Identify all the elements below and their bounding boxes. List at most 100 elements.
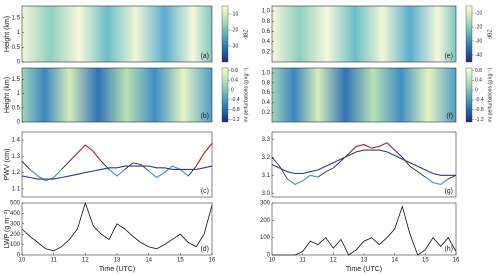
y-axis-label: PWV (cm): [4, 149, 11, 181]
plot-bg: [272, 132, 456, 197]
x-tick-label: 13: [361, 258, 368, 264]
colorbar: [221, 67, 229, 123]
heatmap: [272, 6, 456, 62]
panel-label: (f): [446, 113, 453, 120]
y-tick-label: 0: [17, 60, 21, 66]
series-line: [21, 165, 213, 180]
colorbar-label: dBZ: [243, 29, 249, 38]
y-tick-label: 3.1: [262, 173, 271, 179]
heatmap: [22, 68, 212, 122]
plot-bg: [272, 203, 456, 255]
colorbar-tick-label: -0.8: [475, 107, 484, 113]
colorbar-tick-label: 0.8: [231, 68, 238, 74]
colorbar-tick-label: -1.2: [231, 117, 240, 123]
y-tick-label: 400: [10, 211, 21, 217]
colorbar-tick-label: -10: [231, 11, 238, 17]
x-tick-label: 16: [209, 258, 216, 264]
y-tick-label: 1.1: [12, 186, 21, 192]
colorbar-tick-label: -30: [231, 43, 238, 49]
x-axis-label: Time (UTC): [346, 266, 382, 273]
y-tick-label: 0: [267, 253, 271, 259]
y-tick-label: 300: [260, 201, 271, 207]
y-tick-label: 200: [260, 218, 271, 224]
x-tick-label: 14: [391, 258, 398, 264]
colorbar: [465, 5, 473, 63]
y-tick-label: 1.4: [12, 138, 21, 144]
x-tick-label: 14: [145, 258, 152, 264]
colorbar-label: dBZ: [487, 29, 493, 38]
colorbar-tick-label: -20: [231, 27, 238, 33]
y-tick-label: 1.5: [12, 77, 21, 83]
colorbar-tick-label: -30: [475, 38, 482, 44]
y-tick-label: 1.5: [12, 15, 21, 21]
plot-frame: [21, 67, 213, 123]
plot-frame: [271, 67, 457, 123]
y-tick-label: 500: [10, 201, 21, 207]
series-line: [29, 165, 189, 182]
plot-frame: [271, 131, 457, 198]
plot-bg: [22, 132, 212, 197]
y-tick-label: 0.2: [262, 49, 271, 55]
colorbar-tick-label: -0.4: [231, 97, 240, 103]
series-line: [272, 205, 457, 256]
plot-frame: [271, 5, 457, 63]
colorbar-tick-label: 0: [475, 87, 478, 93]
y-axis-label: Height (km): [4, 16, 11, 52]
colorbar-tick-label: 0.8: [475, 68, 482, 74]
x-axis-label: Time (UTC): [99, 266, 135, 273]
colorbar-tick-label: -0.4: [475, 97, 484, 103]
x-tick-label: 12: [330, 258, 337, 264]
x-tick-label: 13: [114, 258, 121, 264]
y-tick-label: 3.2: [262, 155, 271, 161]
y-tick-label: 100: [10, 242, 21, 248]
series-line: [348, 142, 396, 155]
panel-label: (g): [444, 188, 453, 195]
panel-label: (d): [200, 246, 209, 253]
y-tick-label: 0.8: [262, 80, 271, 86]
y-tick-label: 1: [17, 91, 21, 97]
y-tick-label: 100: [260, 235, 271, 241]
x-tick-label: 10: [19, 258, 26, 264]
x-tick-label: 16: [453, 258, 460, 264]
series-line: [271, 149, 456, 176]
x-tick-label: 12: [82, 258, 89, 264]
y-tick-label: 1: [17, 30, 21, 36]
colorbar-tick-label: 0: [231, 87, 234, 93]
y-tick-label: 0.8: [262, 19, 271, 25]
y-tick-label: 0.4: [262, 100, 271, 106]
y-tick-label: 0.4: [262, 39, 271, 45]
panel-label: (e): [444, 53, 453, 60]
colorbar-tick-label: -20: [475, 24, 482, 30]
colorbar-tick-label: -0.8: [231, 107, 240, 113]
y-axis-label: Height (km): [4, 77, 11, 113]
y-tick-label: 1.0: [262, 9, 271, 15]
colorbar-label: mr perturbations (g kg⁻¹): [243, 67, 249, 122]
y-tick-label: 3.3: [262, 137, 271, 143]
colorbar-tick-label: 0.4: [475, 78, 482, 84]
y-tick-label: 200: [10, 232, 21, 238]
x-tick-label: 15: [177, 258, 184, 264]
heatmap: [22, 6, 212, 62]
plot-frame: [21, 5, 213, 63]
heatmap: [272, 68, 456, 122]
y-tick-label: 0: [17, 253, 21, 259]
y-tick-label: 0.6: [262, 29, 271, 35]
y-tick-label: 0.2: [262, 110, 271, 116]
series-line: [286, 174, 449, 186]
panel-label: (b): [200, 113, 209, 120]
series-line: [69, 143, 213, 167]
colorbar-tick-label: -40: [475, 52, 482, 58]
y-axis-label: LWP (g m⁻²): [4, 210, 11, 249]
colorbar-tick-label: -10: [475, 10, 482, 16]
x-tick-label: 11: [51, 258, 58, 264]
panel-label: (h): [444, 246, 453, 253]
x-tick-label: 15: [422, 258, 429, 264]
panel-label: (a): [200, 53, 209, 60]
series-line: [21, 201, 213, 252]
plot-bg: [22, 203, 212, 255]
colorbar-label: mr perturbations (g kg⁻¹): [487, 67, 493, 122]
y-tick-label: 1.0: [262, 70, 271, 76]
colorbar: [221, 5, 229, 63]
colorbar: [465, 67, 473, 123]
